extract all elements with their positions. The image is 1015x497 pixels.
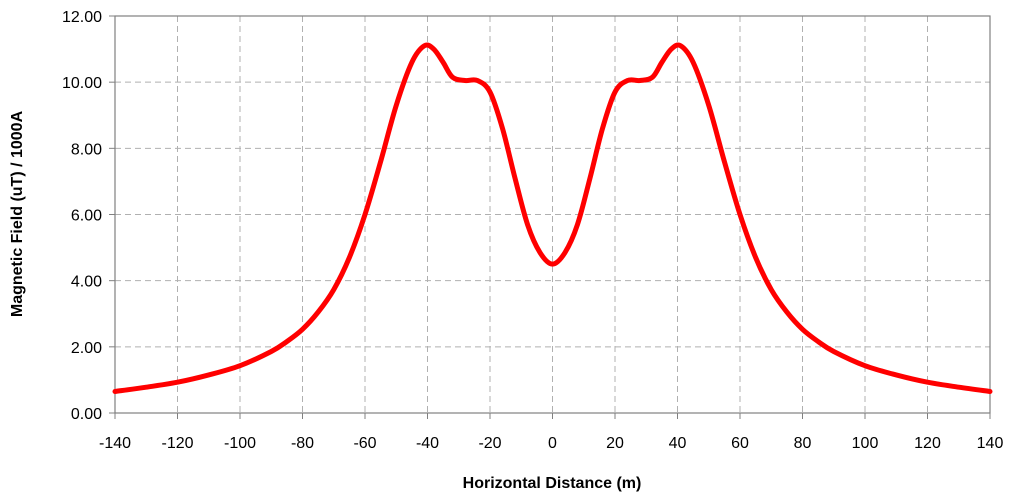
grid <box>115 16 990 413</box>
x-tick-label: 80 <box>794 435 812 452</box>
x-tick-label: 60 <box>731 435 749 452</box>
y-tick-label: 2.00 <box>71 340 102 357</box>
axis-ticks <box>109 15 991 419</box>
x-tick-label: -40 <box>416 435 439 452</box>
y-tick-labels: 0.00 2.00 4.00 6.00 8.00 10.00 12.00 <box>62 9 102 423</box>
y-tick-label: 8.00 <box>71 141 102 158</box>
y-axis-title: Magnetic Field (uT) / 1000A <box>9 110 26 317</box>
x-tick-label: 100 <box>852 435 879 452</box>
x-tick-label: -120 <box>161 435 193 452</box>
y-tick-label: 10.00 <box>62 75 102 92</box>
x-tick-label: 120 <box>914 435 941 452</box>
series-group <box>112 42 993 394</box>
x-tick-label: 40 <box>669 435 687 452</box>
x-tick-labels: -140 -120 -100 -80 -60 -40 -20 0 20 40 60 80 100 120 1… <box>99 435 1003 452</box>
series-line <box>112 42 993 394</box>
x-tick-label: -140 <box>99 435 131 452</box>
x-axis-title: Horizontal Distance (m) <box>463 475 642 492</box>
x-tick-label: -100 <box>224 435 256 452</box>
x-tick-label: 20 <box>606 435 624 452</box>
y-tick-label: 4.00 <box>71 274 102 291</box>
x-tick-label: 140 <box>977 435 1004 452</box>
y-tick-label: 6.00 <box>71 208 102 225</box>
y-tick-label: 0.00 <box>71 406 102 423</box>
x-tick-label: -80 <box>291 435 314 452</box>
x-tick-label: -60 <box>353 435 376 452</box>
x-tick-label: -20 <box>478 435 501 452</box>
y-tick-label: 12.00 <box>62 9 102 26</box>
x-tick-label: 0 <box>548 435 557 452</box>
